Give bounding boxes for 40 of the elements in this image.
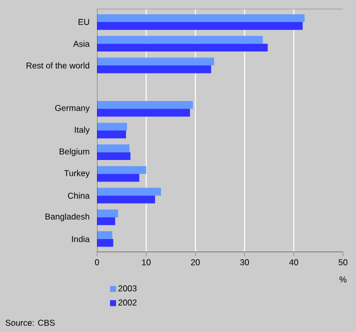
y-tick-label: EU [78,19,90,25]
bar [97,144,130,152]
x-tick-label: 40 [289,259,298,266]
bar [97,22,303,30]
bar [97,196,156,204]
bar [97,65,212,74]
x-tick-label: 50 [338,259,348,266]
bar [97,122,128,130]
bar [97,108,190,117]
y-tick-label: Germany [55,104,90,113]
bar [97,231,112,239]
y-tick-label: Rest of the world [26,62,90,69]
x-tick-label: 10 [142,259,151,266]
bar [97,130,126,138]
legend-label: 2003 [118,285,137,292]
y-tick-label: China [68,192,90,199]
x-tick-label: 30 [240,259,249,266]
bar [97,166,146,174]
y-tick-label: Italy [74,126,90,134]
bar [97,58,214,66]
x-tick-label: 0 [94,259,100,266]
bar [97,217,116,226]
bar [97,174,140,182]
x-axis-title: % [340,276,346,282]
legend-label: 2002 [118,300,136,306]
bar [97,209,118,218]
bar [97,44,268,52]
bar [97,100,193,109]
bar [97,14,305,22]
y-tick-label: Turkey [64,170,90,178]
bar [97,36,263,44]
source-note: Source: CBS [6,320,55,326]
bar [97,238,114,247]
bar [97,188,161,196]
y-tick-label: Bangladesh [46,213,90,222]
y-tick-label: Asia [73,40,90,47]
bar [97,152,130,160]
y-tick-label: Belgium [60,148,90,156]
y-tick-label: India [72,236,90,242]
x-tick-label: 20 [191,259,200,266]
